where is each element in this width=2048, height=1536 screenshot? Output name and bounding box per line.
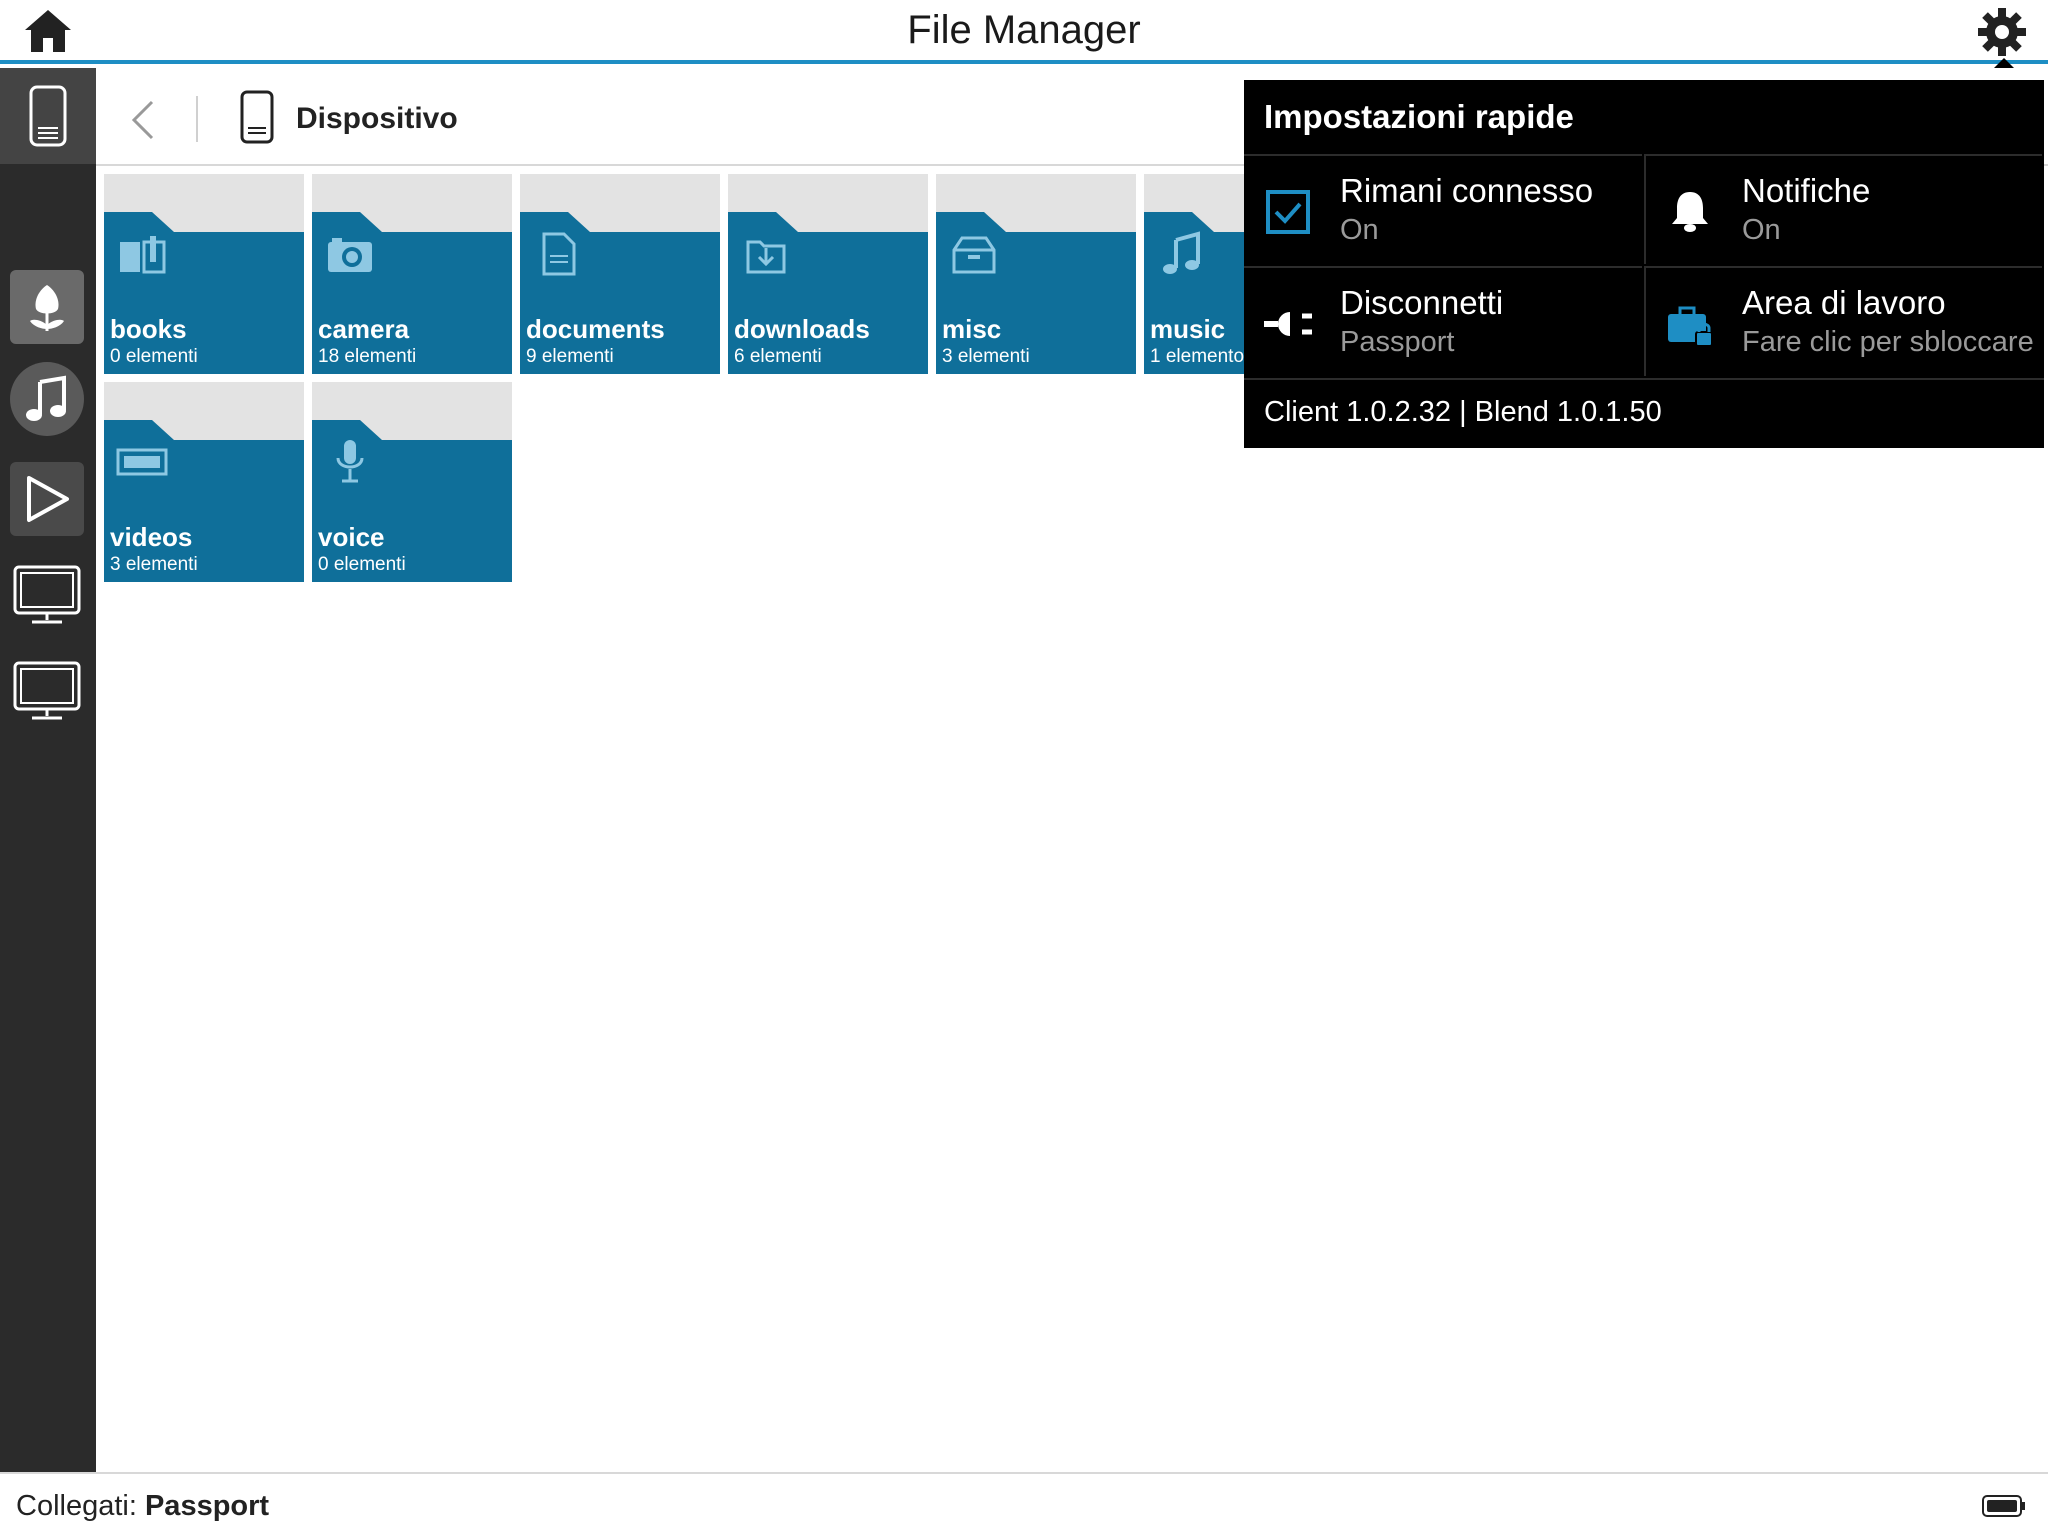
stay-connected-value: On <box>1340 214 1379 246</box>
folder-count: 9 elementi <box>526 346 614 367</box>
play-icon <box>27 476 69 522</box>
microphone-icon <box>336 440 364 483</box>
music-note-icon <box>1163 231 1200 274</box>
connection-status: Collegati: Passport <box>16 1490 269 1523</box>
folder-count: 1 elemento <box>1150 346 1244 367</box>
box-icon <box>952 236 996 274</box>
folder-name: camera <box>318 314 410 344</box>
stay-connected-label: Rimani connesso <box>1340 172 1594 209</box>
folder-name: voice <box>318 522 385 552</box>
folder-name: misc <box>942 314 1002 344</box>
divider <box>1244 378 2044 380</box>
workspace-hint: Fare clic per sbloccare <box>1742 326 2034 358</box>
disconnect-plug-icon <box>1264 312 1312 336</box>
monitor-icon <box>13 565 81 624</box>
notifications-value: On <box>1742 214 1781 246</box>
home-icon[interactable] <box>22 6 74 56</box>
workspace-button[interactable]: Area di lavoro Fare clic per sbloccare <box>1644 266 2042 376</box>
sidebar-item-display-2[interactable] <box>10 654 84 728</box>
connection-status-prefix: Collegati: <box>16 1490 145 1522</box>
folder-shape <box>1144 212 1244 374</box>
connected-device-name: Passport <box>144 1490 270 1522</box>
folder-shape <box>936 212 1136 374</box>
phone-icon <box>29 85 67 147</box>
folder-count: 0 elementi <box>318 554 406 575</box>
folder-name: music <box>1150 314 1226 344</box>
folder-videos[interactable]: videos 3 elementi <box>104 382 304 582</box>
breadcrumb-separator <box>196 96 198 142</box>
sidebar <box>0 68 96 1472</box>
status-bar: Collegati: Passport <box>0 1472 2048 1536</box>
folder-name: videos <box>110 522 193 552</box>
music-note-icon <box>26 375 66 421</box>
folder-camera[interactable]: camera 18 elementi <box>312 174 512 374</box>
sidebar-item-device[interactable] <box>0 68 96 164</box>
folder-count: 3 elementi <box>942 346 1030 367</box>
back-chevron-icon[interactable] <box>126 98 162 142</box>
sidebar-item-music[interactable] <box>10 362 84 436</box>
folder-music[interactable]: music 1 elemento <box>1144 174 1244 374</box>
folder-books[interactable]: books 0 elementi <box>104 174 304 374</box>
folder-count: 3 elementi <box>110 554 198 575</box>
version-info: Client 1.0.2.32 | Blend 1.0.1.50 <box>1264 396 1662 428</box>
sidebar-item-videos[interactable] <box>10 462 84 536</box>
folder-voice[interactable]: voice 0 elementi <box>312 382 512 582</box>
tulip-icon <box>30 285 64 331</box>
book-icon <box>120 236 166 274</box>
disconnect-device: Passport <box>1340 326 1455 358</box>
sidebar-item-photos[interactable] <box>10 270 84 344</box>
sidebar-item-display-1[interactable] <box>10 558 84 632</box>
notifications-toggle[interactable]: Notifiche On <box>1644 154 2042 264</box>
folder-count: 6 elementi <box>734 346 822 367</box>
disconnect-label: Disconnetti <box>1340 284 1504 321</box>
app-title: File Manager <box>907 8 1141 52</box>
folder-name: documents <box>526 314 665 344</box>
phone-icon <box>240 90 274 144</box>
camera-icon <box>328 238 372 272</box>
folder-documents[interactable]: documents 9 elementi <box>520 174 720 374</box>
battery-icon <box>1982 1495 2025 1517</box>
document-icon <box>542 232 576 276</box>
monitor-icon <box>13 661 81 720</box>
checkbox-checked-icon <box>1266 190 1310 234</box>
folder-shape <box>728 212 928 374</box>
workspace-label: Area di lavoro <box>1742 284 1946 321</box>
quick-settings-title: Impostazioni rapide <box>1264 98 1574 135</box>
bell-icon <box>1672 192 1708 232</box>
folder-shape <box>520 212 720 374</box>
folder-misc[interactable]: misc 3 elementi <box>936 174 1136 374</box>
stay-connected-toggle[interactable]: Rimani connesso On <box>1244 154 1642 264</box>
folder-count: 0 elementi <box>110 346 198 367</box>
gear-icon[interactable] <box>1976 6 2028 58</box>
folder-count: 18 elementi <box>318 346 417 367</box>
breadcrumb-label[interactable]: Dispositivo <box>296 102 458 135</box>
film-icon <box>116 448 168 476</box>
quick-settings-popup: Impostazioni rapide Rimani connesso On N… <box>1244 80 2044 448</box>
disconnect-button[interactable]: Disconnetti Passport <box>1244 266 1642 376</box>
notifications-label: Notifiche <box>1742 172 1871 209</box>
top-bar: File Manager <box>0 0 2048 80</box>
download-icon <box>746 240 786 274</box>
folder-name: downloads <box>734 314 870 344</box>
briefcase-lock-icon <box>1668 306 1713 347</box>
folder-downloads[interactable]: downloads 6 elementi <box>728 174 928 374</box>
folder-name: books <box>110 314 187 344</box>
